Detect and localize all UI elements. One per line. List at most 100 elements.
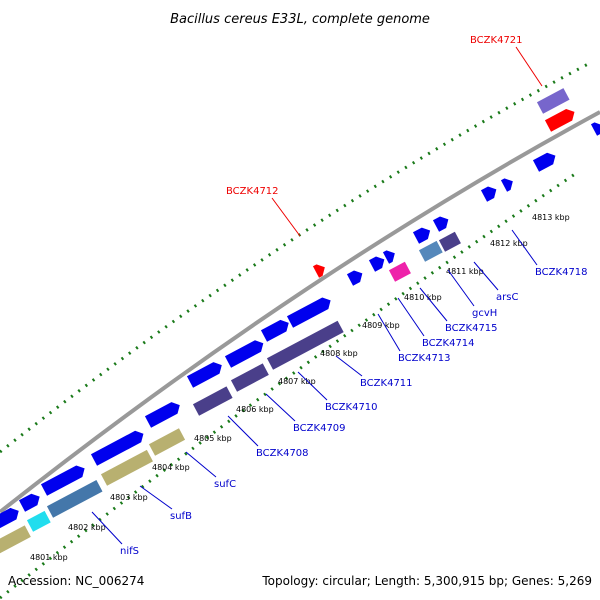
gene-block	[544, 108, 575, 132]
scale-tick-label: 4807 kbp	[278, 377, 316, 386]
gene-leader-line	[447, 269, 475, 307]
gene-leader-line	[335, 355, 363, 377]
scale-tick-label: 4806 kbp	[236, 405, 274, 414]
gene-block	[186, 362, 222, 388]
gene-label: BCZK4709	[293, 423, 346, 434]
gene-label: BCZK4708	[256, 448, 309, 459]
highlight-label: BCZK4712	[226, 186, 279, 197]
gene-block	[388, 261, 411, 282]
scale-tick-label: 4812 kbp	[490, 239, 528, 248]
gene-block	[312, 264, 325, 278]
inner-dotted-track	[0, 170, 579, 600]
gene-feature	[0, 525, 31, 554]
scale-tick-label: 4803 kbp	[110, 493, 148, 502]
gene-block	[500, 178, 513, 192]
gene-block	[0, 507, 19, 530]
scale-tick-label: 4802 kbp	[68, 523, 106, 532]
genome-backbone	[0, 110, 600, 514]
gene-block	[148, 428, 186, 456]
gene-feature	[186, 362, 222, 388]
scale-tick-label: 4804 kbp	[152, 463, 190, 472]
gene-leader-line	[377, 313, 401, 352]
highlight-leader-line	[515, 46, 543, 87]
highlight-leader-line	[271, 197, 301, 237]
scale-tick-label: 4805 kbp	[194, 434, 232, 443]
gene-leader-line	[265, 393, 296, 422]
gene-leader-line	[297, 371, 328, 401]
scale-tick-label: 4809 kbp	[362, 321, 400, 330]
gene-feature	[388, 261, 411, 282]
gene-label: nifS	[120, 546, 139, 557]
gene-block	[412, 227, 431, 244]
scale-tick-label: 4808 kbp	[320, 349, 358, 358]
gene-feature	[418, 240, 443, 262]
gene-block	[230, 363, 269, 392]
gene-block	[40, 465, 85, 496]
gene-feature	[432, 216, 449, 232]
gene-label: sufC	[214, 479, 236, 490]
gene-block	[432, 216, 449, 232]
scale-tick-label: 4810 kbp	[404, 293, 442, 302]
gene-block	[266, 320, 344, 370]
gene-leader-line	[397, 297, 425, 337]
gene-label: sufB	[170, 511, 192, 522]
highlight-label: BCZK4721	[470, 35, 523, 46]
gene-feature	[382, 250, 395, 264]
gene-block	[26, 510, 51, 532]
map-title: Bacillus cereus E33L, complete genome	[170, 12, 430, 27]
scale-ticks: 4801 kbp 4802 kbp 4803 kbp 4804 kbp 4805 kbp…	[30, 213, 570, 562]
gene-feature	[536, 88, 570, 114]
gene-feature	[46, 479, 103, 518]
gene-leader-line	[473, 261, 499, 291]
gene-block	[590, 122, 600, 136]
gene-feature	[26, 510, 51, 532]
gene-leader-line	[511, 229, 538, 266]
gene-feature	[260, 319, 289, 342]
gene-block	[480, 186, 497, 202]
gene-block	[532, 152, 556, 172]
gene-feature	[90, 430, 144, 466]
gene-block	[224, 340, 264, 368]
gene-label: BCZK4711	[360, 378, 413, 389]
gene-block	[418, 240, 443, 262]
gene-block	[382, 250, 395, 264]
features-layer	[0, 88, 600, 554]
gene-feature	[532, 152, 556, 172]
gene-block	[346, 270, 363, 286]
gene-feature	[544, 108, 575, 132]
gene-block	[192, 386, 233, 416]
gene-label: BCZK4715	[445, 323, 498, 334]
gene-block	[144, 402, 180, 428]
gene-feature	[192, 386, 233, 416]
gene-feature	[312, 264, 325, 278]
gene-label: BCZK4714	[422, 338, 475, 349]
gene-block	[46, 479, 103, 518]
gene-feature	[0, 507, 19, 530]
gene-feature	[148, 428, 186, 456]
gene-feature	[412, 227, 431, 244]
outer-dotted-track	[0, 61, 591, 454]
gene-label: BCZK4718	[535, 267, 588, 278]
gene-block	[260, 319, 289, 342]
gene-block	[90, 430, 144, 466]
gene-feature	[368, 256, 385, 272]
gene-block	[18, 493, 40, 512]
gene-block	[438, 231, 461, 252]
gene-leader-line	[91, 511, 123, 545]
accession-text: Accession: NC_006274	[8, 574, 144, 588]
gene-label: gcvH	[472, 308, 497, 319]
gene-feature	[438, 231, 461, 252]
gene-feature	[286, 297, 331, 328]
gene-feature	[100, 449, 153, 486]
gene-feature	[230, 363, 269, 392]
gene-feature	[224, 340, 264, 368]
scale-tick-label: 4811 kbp	[446, 267, 484, 276]
gene-feature	[590, 122, 600, 136]
gene-leader-line	[139, 485, 173, 510]
gene-block	[100, 449, 153, 486]
scale-tick-label: 4801 kbp	[30, 553, 68, 562]
gene-labels: nifS sufB sufC BCZK4708 BCZK4709 BCZK4710 BCZK…	[91, 35, 588, 557]
gene-block	[0, 525, 31, 554]
gene-label: arsC	[496, 292, 518, 303]
